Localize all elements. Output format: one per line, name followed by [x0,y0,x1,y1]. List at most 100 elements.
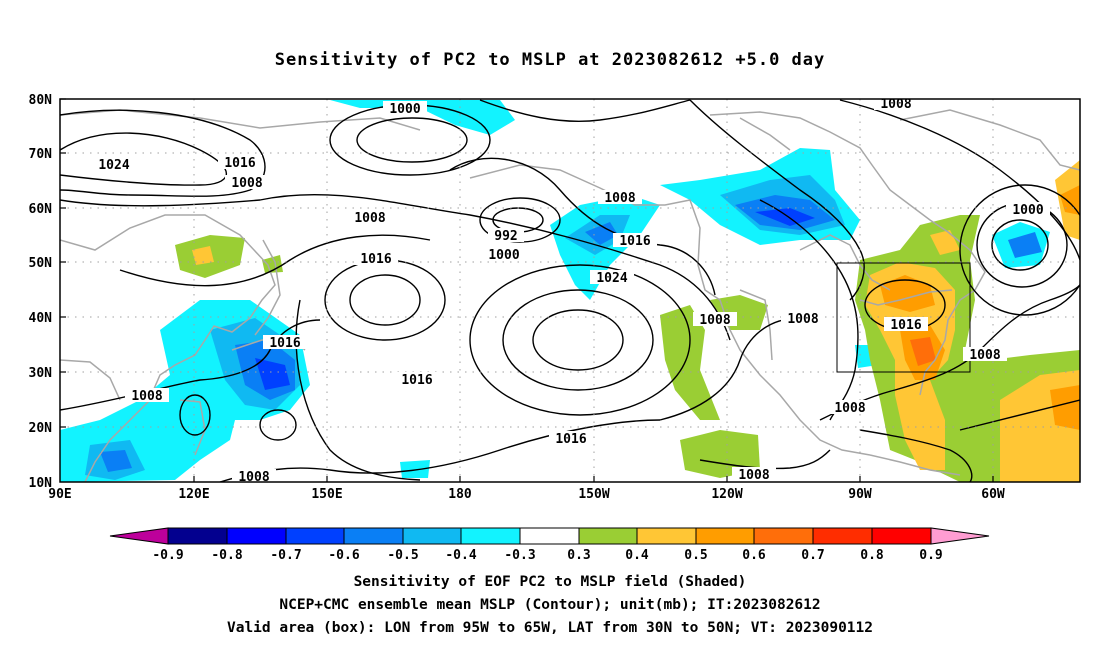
colorbar-tick: -0.3 [504,548,535,563]
valid-area-box [836,262,971,373]
contour-label-text: 1016 [890,318,921,333]
contour-line [991,219,1049,271]
lon-label: 150W [578,487,609,502]
contour-label: 1008 [693,312,737,328]
lon-label: 180 [448,487,472,502]
coastline [799,234,891,291]
contour-label: 1016 [218,155,262,171]
contour-line [449,157,716,296]
colorbar-tick: 0.9 [919,548,942,563]
contour-line [469,264,691,416]
contour-line [349,274,421,326]
contour-label-text: 1016 [555,432,586,447]
coastline [899,109,1080,171]
map-content: 1000 1024 1016 1008 1008 992 1000 1016 1… [60,99,1080,485]
lat-label: 70N [29,147,53,162]
contour-label-text: 1000 [1012,203,1043,218]
coastline [60,214,276,399]
contour-line [60,193,731,341]
contour-label-text: 1016 [401,373,432,388]
lon-label: 90E [48,487,71,502]
colorbar-tick: 0.4 [625,548,649,563]
contour-label: 1016 [884,317,928,333]
contour-label-text: 1008 [738,468,769,483]
contour-label: 1016 [354,251,398,267]
shade-region [660,305,720,420]
contour-label-text: 1008 [787,312,818,327]
colorbar-swatch [871,527,932,545]
contour-line [219,419,661,482]
colorbar-ticks: -0.9 -0.8 -0.7 -0.6 -0.5 -0.4 -0.3 0.3 0… [152,548,942,563]
contour-label-text: 1008 [604,191,635,206]
coastline [179,399,206,456]
lon-labels: 90E 120E 150E 180 150W 120W 90W 60W [48,487,1005,502]
coastline [919,231,986,396]
contour-line [839,99,1080,261]
contour-label: 1024 [590,270,634,286]
contour-line [659,318,801,421]
colorbar-tick: 0.6 [742,548,766,563]
shade-region [330,100,515,135]
shade-region [585,222,618,245]
contour-line [759,199,859,421]
contour-label: 1000 [482,247,526,263]
contour-line [959,399,1080,431]
contour-label: 1008 [781,311,825,327]
contour-label: 1008 [232,469,276,485]
caption-line-3: Valid area (box): LON from 95W to 65W, L… [226,620,873,636]
contour-label: 1008 [732,467,776,483]
contour-line [859,429,973,482]
contour-label-text: 1008 [699,313,730,328]
colorbar-tick: 0.3 [567,548,590,563]
colorbar-swatch [636,527,697,545]
shade-region [262,255,283,273]
lat-label: 80N [29,93,53,108]
contour-line [179,394,211,436]
map-title: Sensitivity of PC2 to MSLP at 2023082612… [274,50,826,70]
lat-label: 50N [29,256,53,271]
colorbar-swatch [753,527,814,545]
contour-label: 1024 [92,157,136,173]
colorbar-arrow-left [109,527,169,545]
lon-label: 150E [311,487,342,502]
axis-ticks [60,98,994,482]
shade-region [192,246,214,265]
shade-region [910,337,936,366]
colorbar-tick: -0.9 [152,548,183,563]
colorbar-swatch [460,527,521,545]
contour-label-text: 992 [494,229,517,244]
contour-label: 1000 [1006,202,1050,218]
lat-label: 20N [29,421,53,436]
coastline [254,239,281,336]
contour-line [689,99,865,301]
shade-region [1050,385,1080,430]
contour-label: 1016 [613,233,657,249]
contour-line [959,184,1080,316]
lon-label: 60W [981,487,1005,502]
colorbar-tick: -0.6 [328,548,359,563]
colorbar-swatch [812,527,873,545]
contour-label-text: 1024 [596,271,627,286]
contour-label: 1000 [383,101,427,117]
contour-line [699,449,831,470]
contour-label: 1008 [225,175,269,191]
contour-label: 992 [488,228,524,244]
shade-region [755,208,815,226]
contour-label-text: 1008 [231,176,262,191]
contour-line [119,234,431,287]
coastline [84,399,151,482]
shade-region [1008,232,1042,258]
contour-label: 1008 [874,99,918,112]
lat-labels: 80N 70N 60N 50N 40N 30N 20N 10N [29,93,53,491]
contour-label: 1016 [395,372,439,388]
contour-label-text: 1008 [238,470,269,485]
contour-label-text: 1008 [834,401,865,416]
colorbar-arrow-right [930,527,990,545]
colorbar-swatch [519,527,580,545]
colorbar-swatch [402,527,462,545]
colorbar [109,527,990,545]
shade-region [100,450,132,472]
colorbar-swatch [695,527,755,545]
lon-label: 120E [178,487,209,502]
colorbar-swatch [343,527,404,545]
